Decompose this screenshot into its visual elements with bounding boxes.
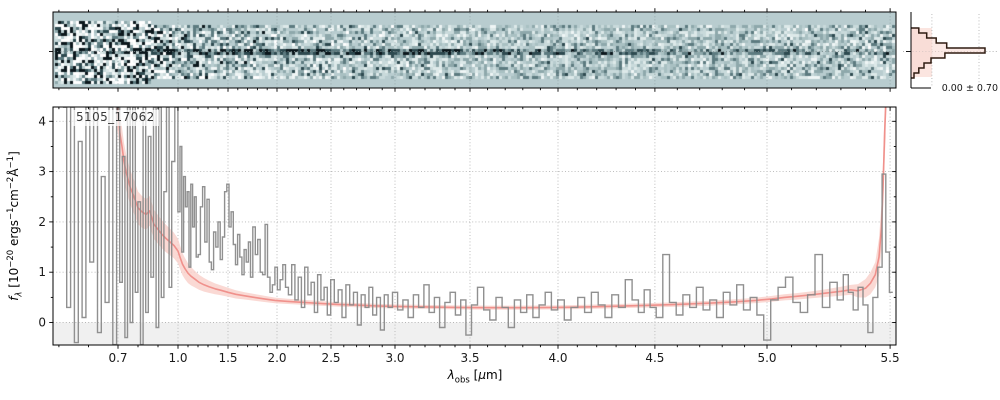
svg-text:3.0: 3.0 (385, 351, 404, 365)
spectrum-2d-canvas (53, 12, 896, 88)
svg-text:3: 3 (38, 165, 46, 179)
svg-text:1.0: 1.0 (168, 351, 187, 365)
object-id-annotation: 5105_17062 (72, 110, 159, 126)
svg-text:2.5: 2.5 (321, 351, 340, 365)
svg-text:4.5: 4.5 (645, 351, 664, 365)
svg-text:1: 1 (38, 265, 46, 279)
svg-text:2: 2 (38, 215, 46, 229)
svg-text:2.0: 2.0 (267, 351, 286, 365)
svg-text:4: 4 (38, 114, 46, 128)
svg-text:5.5: 5.5 (881, 351, 900, 365)
y-axis-label: fλ [10−20 ergs−1cm−2Å−1] (6, 151, 25, 301)
svg-text:1.5: 1.5 (218, 351, 237, 365)
svg-text:0: 0 (38, 316, 46, 330)
x-axis-label: λobs [μm] (447, 368, 503, 386)
residual-stats-label: 0.00 ± 0.70 (941, 83, 998, 94)
svg-text:0.7: 0.7 (108, 351, 127, 365)
svg-text:3.5: 3.5 (460, 351, 479, 365)
svg-text:5.0: 5.0 (757, 351, 776, 365)
svg-text:4.0: 4.0 (548, 351, 567, 365)
